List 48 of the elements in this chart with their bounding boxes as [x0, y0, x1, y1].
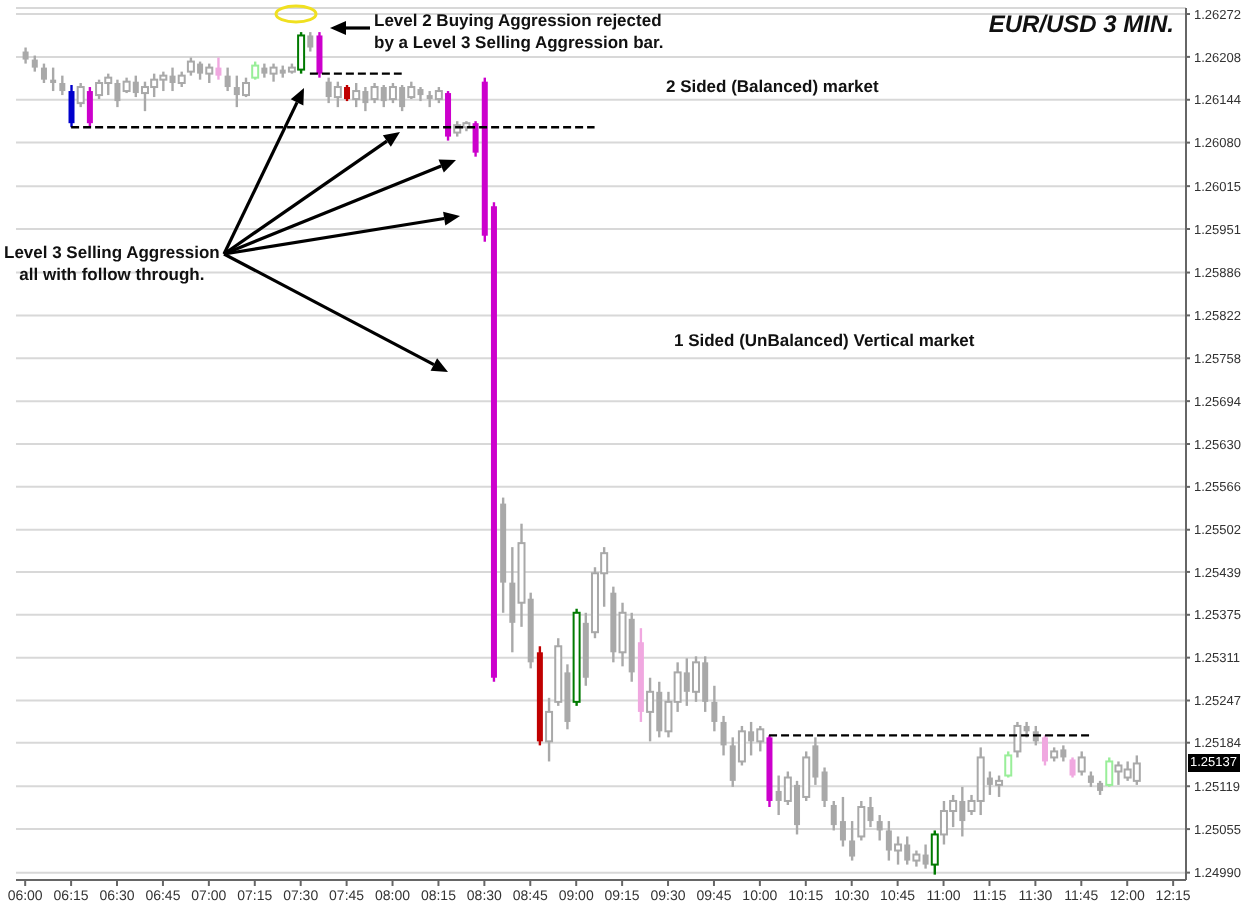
candlestick — [976, 746, 985, 817]
candlestick — [352, 81, 361, 109]
candlestick — [186, 56, 195, 77]
candlestick — [692, 655, 700, 704]
candlestick — [1069, 756, 1076, 779]
candlestick — [40, 62, 47, 85]
candlestick — [370, 81, 379, 105]
candlestick — [1077, 750, 1086, 777]
annotation: Level 2 Buying Aggression rejected by a Level 3 Selling Aggression bar. — [374, 10, 664, 54]
candlestick — [205, 62, 214, 85]
candlestick — [59, 74, 66, 97]
candlestick — [995, 774, 1004, 799]
candlestick — [711, 684, 718, 733]
candlestick — [1004, 750, 1013, 779]
candlestick — [1105, 756, 1114, 789]
annotation: 1 Sided (UnBalanced) Vertical market — [674, 330, 975, 352]
candlestick — [839, 795, 846, 848]
candlestick — [445, 89, 452, 142]
candlestick — [95, 78, 104, 101]
candlestick — [316, 30, 323, 79]
candlestick — [1013, 720, 1022, 759]
candlestick — [1132, 754, 1141, 787]
candlestick — [251, 60, 260, 81]
candlestick — [215, 56, 222, 81]
candlestick — [857, 799, 866, 842]
candlestick — [68, 83, 75, 129]
candlestick — [269, 62, 278, 83]
candlestick — [333, 80, 342, 109]
candlestick — [388, 81, 397, 105]
candlestick — [86, 85, 93, 129]
chart-title: EUR/USD 3 MIN. — [988, 10, 1174, 38]
candlestick — [76, 81, 85, 109]
candlestick — [545, 696, 554, 763]
candlestick — [1041, 734, 1048, 767]
candlestick — [242, 76, 250, 99]
candlestick — [646, 676, 655, 743]
candlestick — [821, 766, 828, 809]
candlestick — [876, 813, 883, 842]
candlestick — [618, 601, 627, 668]
annotation: 2 Sided (Balanced) market — [666, 76, 879, 98]
annotation: Level 3 Selling Aggression all with follow through. — [4, 242, 220, 286]
candlestick — [720, 714, 727, 757]
candlestick — [756, 724, 765, 753]
candlestick — [50, 66, 57, 93]
candlestick — [894, 835, 903, 866]
candlestick — [849, 819, 856, 862]
candlestick — [307, 30, 314, 53]
candlestick — [224, 66, 231, 93]
